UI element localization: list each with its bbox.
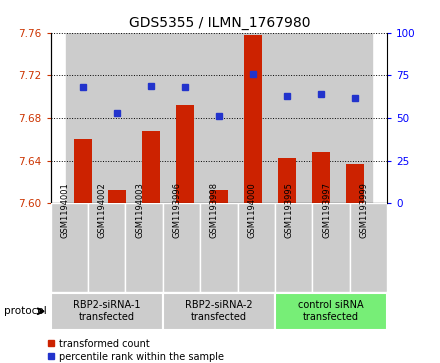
- Bar: [107, 191, 126, 203]
- Text: control siRNA
transfected: control siRNA transfected: [298, 301, 364, 322]
- Bar: [278, 159, 296, 203]
- Bar: [304, 33, 338, 203]
- Text: GSM1194002: GSM1194002: [98, 183, 107, 238]
- Text: GSM1194001: GSM1194001: [60, 183, 70, 238]
- Bar: [176, 105, 194, 203]
- Bar: [209, 191, 228, 203]
- Bar: [200, 203, 238, 292]
- Bar: [88, 203, 125, 292]
- Bar: [270, 33, 304, 203]
- Text: GDS5355 / ILMN_1767980: GDS5355 / ILMN_1767980: [129, 16, 311, 30]
- Bar: [345, 164, 364, 203]
- Bar: [275, 203, 312, 292]
- Bar: [51, 203, 88, 292]
- Bar: [312, 203, 350, 292]
- Bar: [275, 293, 387, 330]
- Text: GSM1193997: GSM1193997: [322, 182, 331, 238]
- Bar: [134, 33, 168, 203]
- Bar: [73, 139, 92, 203]
- Bar: [350, 203, 387, 292]
- Bar: [236, 33, 270, 203]
- Legend: transformed count, percentile rank within the sample: transformed count, percentile rank withi…: [47, 339, 224, 362]
- Text: GSM1194000: GSM1194000: [247, 183, 256, 238]
- Bar: [100, 33, 134, 203]
- Bar: [338, 33, 372, 203]
- Bar: [142, 131, 160, 203]
- Bar: [168, 33, 202, 203]
- Bar: [312, 152, 330, 203]
- Bar: [244, 35, 262, 203]
- Bar: [66, 33, 100, 203]
- Bar: [202, 33, 236, 203]
- Bar: [163, 293, 275, 330]
- Text: RBP2-siRNA-1
transfected: RBP2-siRNA-1 transfected: [73, 301, 140, 322]
- Text: GSM1193999: GSM1193999: [359, 183, 368, 238]
- Text: GSM1193998: GSM1193998: [210, 182, 219, 238]
- Text: GSM1193996: GSM1193996: [172, 182, 181, 238]
- Bar: [163, 203, 200, 292]
- Text: GSM1193995: GSM1193995: [285, 183, 294, 238]
- Text: GSM1194003: GSM1194003: [135, 183, 144, 238]
- Bar: [238, 203, 275, 292]
- Text: RBP2-siRNA-2
transfected: RBP2-siRNA-2 transfected: [185, 301, 253, 322]
- Bar: [51, 293, 163, 330]
- Bar: [125, 203, 163, 292]
- Text: protocol: protocol: [4, 306, 47, 316]
